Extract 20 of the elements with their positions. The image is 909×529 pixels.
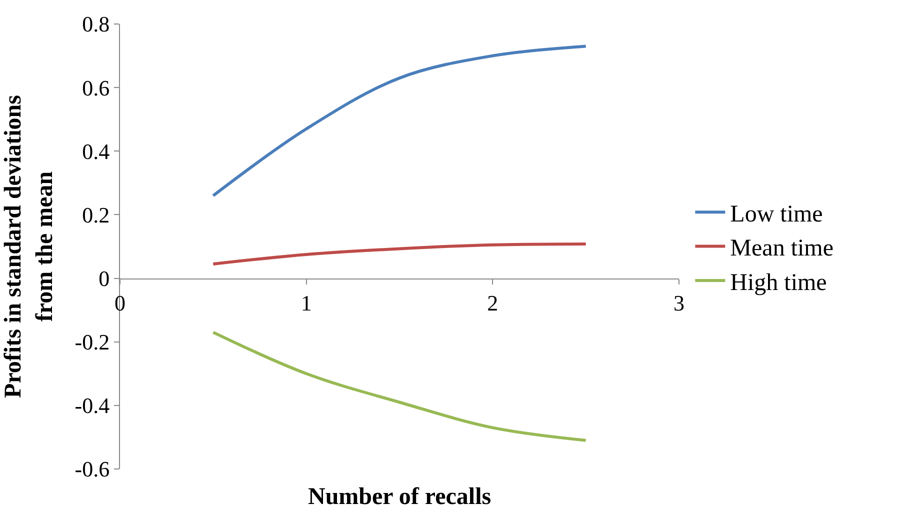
y-tick-label: 0.2: [82, 202, 110, 228]
y-tick-label: 0: [98, 266, 110, 291]
y-tick-label: -0.6: [74, 456, 110, 482]
x-tick-label: 2: [487, 290, 498, 316]
legend-label: Mean time: [730, 236, 834, 262]
y-tick-label: 0.8: [82, 12, 110, 37]
y-tick-label: 0.4: [82, 138, 110, 164]
legend-label: Low time: [730, 201, 823, 228]
x-axis-title: Number of recalls: [308, 484, 492, 510]
y-tick-label: -0.2: [74, 330, 110, 355]
y-axis-title: Profits in standard deviations from the mean: [0, 95, 58, 398]
legend-label: High time: [730, 270, 827, 296]
x-tick-label: 1: [300, 290, 312, 316]
x-tick-label: 0: [114, 290, 126, 316]
y-tick-label: 0.6: [82, 75, 110, 100]
x-tick-label: 3: [674, 290, 684, 316]
line-series: [212, 330, 588, 442]
line-series: [212, 242, 588, 266]
y-tick-label: -0.4: [74, 393, 110, 418]
line-series: [212, 44, 588, 198]
